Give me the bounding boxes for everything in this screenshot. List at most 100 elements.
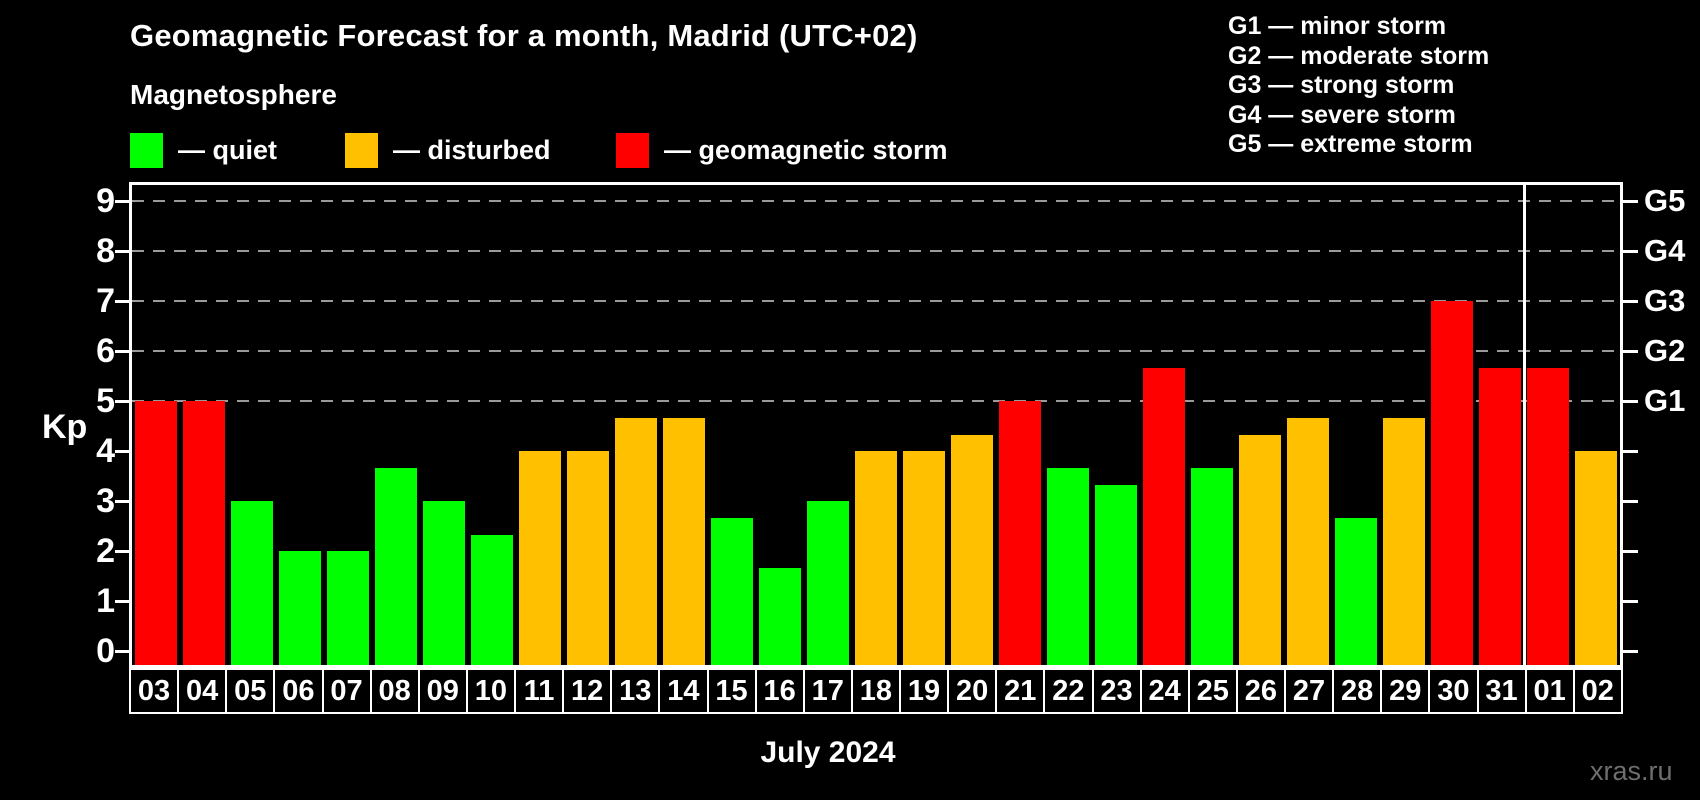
bar-day-28	[1335, 517, 1377, 665]
y-axis-tick-left-6	[115, 349, 129, 353]
y-axis-tick-left-3	[115, 499, 129, 503]
bar-day-12	[567, 451, 609, 665]
day-label-13: 13	[612, 668, 661, 714]
day-label-12: 12	[564, 668, 613, 714]
y-axis-tick-right-3	[1623, 499, 1638, 503]
day-label-19: 19	[901, 668, 950, 714]
bar-day-29	[1383, 417, 1425, 665]
day-label-05: 05	[227, 668, 276, 714]
bar-day-24	[1143, 367, 1185, 665]
storm-scale-line-4: G4 — severe storm	[1228, 100, 1456, 129]
day-label-26: 26	[1237, 668, 1286, 714]
y-axis-tick-left-1	[115, 599, 129, 603]
day-label-27: 27	[1286, 668, 1335, 714]
day-label-04: 04	[179, 668, 228, 714]
bar-day-17	[807, 501, 849, 665]
y-tick-label-7: 7	[96, 282, 115, 320]
bar-day-03	[135, 401, 177, 665]
day-label-28: 28	[1334, 668, 1383, 714]
x-axis-day-labels: 03 04 05 06 07 08 09 10 11 12 13 14 15 16 17 18 19 20 21 22…	[129, 668, 1623, 714]
legend-swatch-quiet	[130, 133, 163, 168]
bar-day-13	[615, 417, 657, 665]
y-axis-title: Kp	[42, 408, 88, 446]
bar-day-09	[423, 501, 465, 665]
bar-day-11	[519, 451, 561, 665]
y-axis-tick-right-6	[1623, 349, 1638, 353]
legend-swatch-storm	[616, 133, 649, 168]
bar-day-25	[1191, 467, 1233, 665]
y-axis-tick-right-5	[1623, 399, 1638, 403]
bar-day-20	[951, 434, 993, 665]
g-scale-label-G4: G4	[1644, 233, 1686, 268]
storm-scale-line-2: G2 — moderate storm	[1228, 41, 1490, 70]
day-label-31: 31	[1478, 668, 1527, 714]
gridline-kp8	[132, 250, 1620, 252]
legend-label-disturbed: — disturbed	[393, 135, 551, 165]
day-label-01: 01	[1526, 668, 1575, 714]
bar-day-30	[1431, 301, 1473, 665]
bar-day-06	[279, 551, 321, 665]
bar-day-10	[471, 534, 513, 665]
bar-day-02	[1575, 451, 1617, 665]
gridline-kp7	[132, 300, 1620, 302]
bar-day-07	[327, 551, 369, 665]
bar-day-01	[1527, 367, 1569, 665]
legend-label-quiet: — quiet	[178, 135, 277, 165]
day-label-07: 07	[323, 668, 372, 714]
day-label-23: 23	[1093, 668, 1142, 714]
day-label-29: 29	[1382, 668, 1431, 714]
day-label-15: 15	[708, 668, 757, 714]
legend-label-storm: — geomagnetic storm	[664, 135, 948, 165]
day-label-11: 11	[516, 668, 565, 714]
bar-day-22	[1047, 467, 1089, 665]
day-label-09: 09	[419, 668, 468, 714]
x-axis-month-label: July 2024	[760, 736, 896, 769]
bar-day-21	[999, 401, 1041, 665]
y-axis-tick-left-9	[115, 199, 129, 203]
y-tick-label-1: 1	[96, 582, 115, 620]
y-axis-tick-right-2	[1623, 549, 1638, 553]
storm-scale-line-1: G1 — minor storm	[1228, 12, 1447, 40]
day-label-14: 14	[660, 668, 709, 714]
bar-day-26	[1239, 434, 1281, 665]
day-label-22: 22	[1045, 668, 1094, 714]
day-label-08: 08	[371, 668, 420, 714]
day-label-24: 24	[1141, 668, 1190, 714]
y-tick-label-4: 4	[96, 432, 115, 470]
day-label-17: 17	[804, 668, 853, 714]
chart-title: Geomagnetic Forecast for a month, Madrid…	[130, 18, 918, 53]
y-tick-label-6: 6	[96, 332, 115, 370]
day-label-20: 20	[949, 668, 998, 714]
legend-swatch-disturbed	[345, 133, 378, 168]
g-scale-label-G3: G3	[1644, 283, 1686, 318]
bar-day-16	[759, 567, 801, 665]
magnetosphere-label: Magnetosphere	[130, 79, 337, 110]
bar-day-14	[663, 417, 705, 665]
watermark: xras.ru	[1590, 756, 1673, 786]
y-tick-label-9: 9	[96, 182, 115, 220]
gridline-kp5	[132, 400, 1620, 402]
bar-day-19	[903, 451, 945, 665]
y-axis-tick-right-8	[1623, 249, 1638, 253]
y-axis-tick-left-0	[115, 649, 129, 653]
y-tick-label-2: 2	[96, 532, 115, 570]
g-scale-label-G1: G1	[1644, 383, 1686, 418]
y-axis-tick-left-2	[115, 549, 129, 553]
y-axis-tick-right-4	[1623, 449, 1638, 453]
day-label-16: 16	[756, 668, 805, 714]
day-label-02: 02	[1574, 668, 1623, 714]
y-axis-tick-left-5	[115, 399, 129, 403]
day-label-10: 10	[467, 668, 516, 714]
y-axis-tick-right-7	[1623, 299, 1638, 303]
y-tick-label-5: 5	[96, 382, 115, 420]
y-axis-tick-left-8	[115, 249, 129, 253]
bar-day-08	[375, 467, 417, 665]
y-axis-tick-right-1	[1623, 599, 1638, 603]
day-label-03: 03	[129, 668, 180, 714]
bar-day-05	[231, 501, 273, 665]
day-label-25: 25	[1189, 668, 1238, 714]
storm-scale-line-5: G5 — extreme storm	[1228, 130, 1473, 158]
bar-day-15	[711, 517, 753, 665]
y-axis-tick-right-0	[1623, 649, 1638, 653]
